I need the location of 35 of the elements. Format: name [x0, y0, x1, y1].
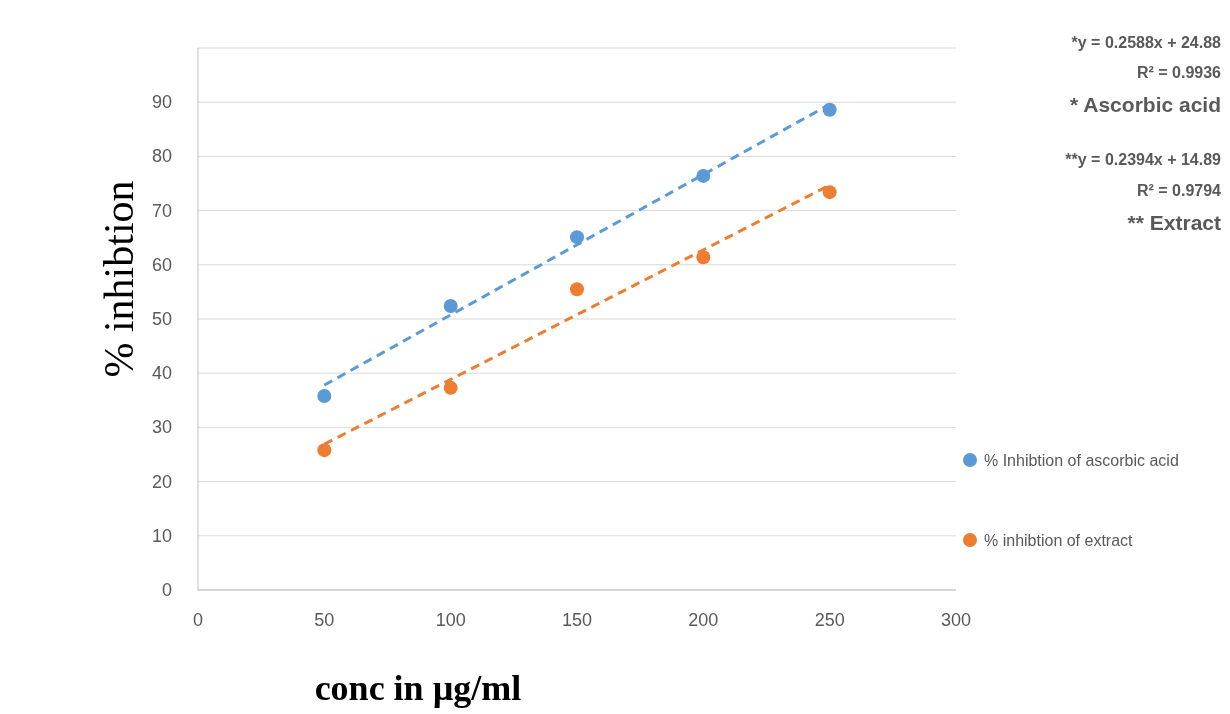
x-tick-label: 250	[814, 610, 845, 630]
legend-label: % Inhibtion of ascorbic acid	[984, 452, 1179, 469]
point	[317, 388, 332, 403]
y-tick-label: 40	[151, 363, 172, 384]
text: R² = 0.9794	[1136, 182, 1222, 199]
text: *y = 0.2588x + 24.88	[1071, 34, 1222, 51]
y-tick-label: 10	[151, 525, 172, 546]
point	[822, 185, 837, 200]
y-tick-label: 80	[151, 146, 172, 167]
y-tick-label: 60	[151, 254, 172, 275]
point	[317, 443, 332, 458]
x-tick-label: 150	[561, 610, 593, 630]
y-tick-label: 30	[151, 417, 172, 438]
text: * Ascorbic acid	[1070, 93, 1221, 116]
point	[443, 380, 458, 395]
legend-label: % inhibtion of extract	[984, 532, 1134, 549]
x-tick-label: 300	[940, 610, 972, 630]
point	[570, 282, 584, 297]
x-tick-label: 200	[688, 610, 719, 630]
y-tick-label: 20	[151, 471, 172, 492]
text: ** Extract	[1127, 211, 1221, 234]
y-tick-label: 50	[151, 309, 172, 329]
x-tick-label: 50	[314, 610, 335, 630]
x-tick-label: 0	[192, 610, 204, 630]
point	[570, 230, 584, 245]
point	[443, 298, 458, 313]
text: R² = 0.9936	[1136, 64, 1222, 81]
point	[696, 250, 711, 265]
y-tick-label: 0	[161, 580, 172, 600]
y-tick-label: 70	[151, 200, 172, 221]
y-tick-label: 90	[151, 92, 172, 113]
x-tick-label: 100	[435, 610, 466, 630]
text: **y = 0.2394x + 14.89	[1065, 151, 1222, 168]
x-axis-title: conc in µg/ml	[314, 668, 522, 708]
y-axis-title: % inhibtion	[96, 180, 142, 378]
